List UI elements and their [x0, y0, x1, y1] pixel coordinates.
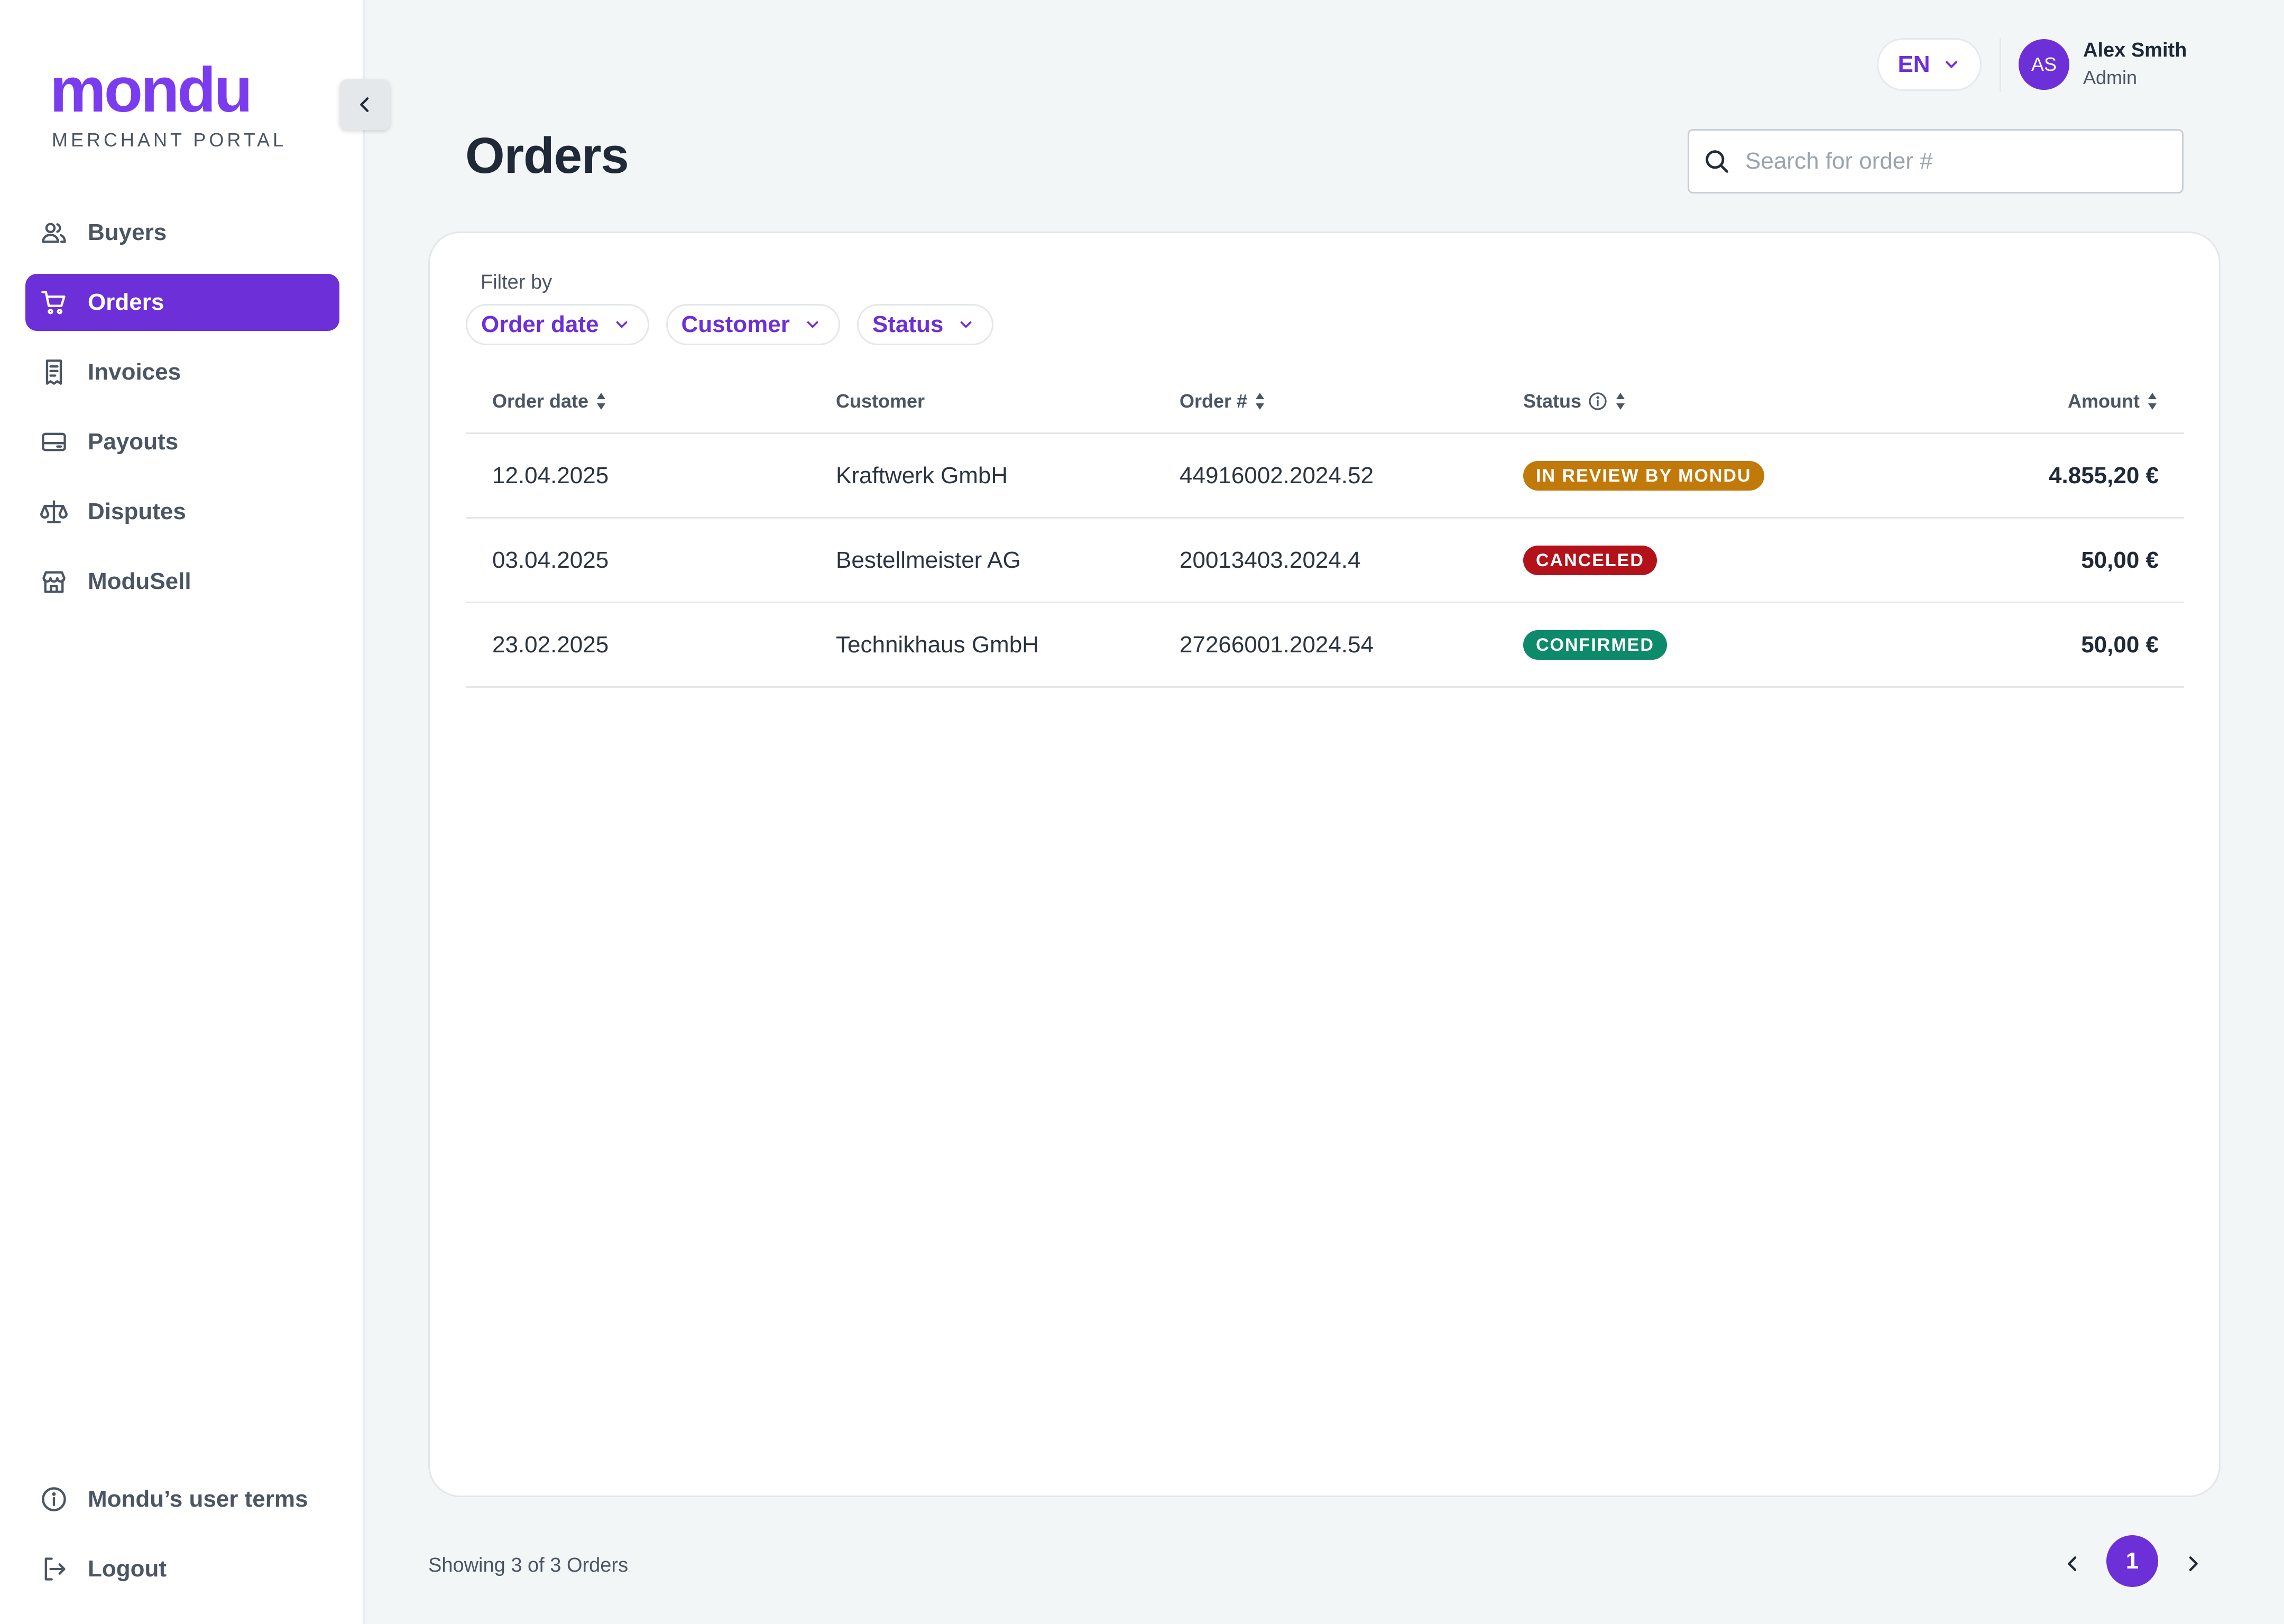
chevron-down-icon [807, 321, 818, 328]
sidebar-item-label: ModuSell [88, 568, 191, 594]
header-divider [2000, 38, 2001, 92]
column-header-customer: Customer [809, 390, 1153, 412]
order-date-cell: 23.02.2025 [492, 631, 609, 658]
sidebar-item-disputes[interactable]: Disputes [25, 483, 339, 540]
status-badge: CONFIRMED [1523, 630, 1667, 660]
column-header-order-number[interactable]: Order # [1153, 390, 1497, 412]
avatar[interactable]: AS [2019, 39, 2069, 90]
column-header-label: Status [1523, 390, 1582, 412]
logo-wordmark: mondu [50, 54, 253, 125]
status-badge: CANCELED [1523, 545, 1657, 575]
chevron-right-icon [2189, 1556, 2198, 1571]
sidebar-item-label: Disputes [88, 499, 186, 524]
page-title: Orders [465, 127, 629, 184]
customer-cell: Kraftwerk GmbH [836, 462, 1008, 488]
column-header-label: Amount [2068, 390, 2140, 412]
order-date-cell: 12.04.2025 [492, 462, 609, 488]
previous-page-button[interactable] [2051, 1543, 2094, 1585]
sidebar-item-label: Buyers [88, 219, 167, 245]
customer-cell: Bestellmeister AG [836, 547, 1021, 573]
sort-icon [1256, 392, 1265, 410]
customer-cell: Technikhaus GmbH [836, 631, 1039, 658]
sidebar-item-label: Orders [88, 289, 164, 315]
user-role: Admin [2083, 67, 2138, 88]
table-row[interactable]: 12.04.2025 Kraftwerk GmbH 44916002.2024.… [466, 434, 2184, 519]
store-icon [38, 566, 70, 597]
collapse-sidebar-button[interactable] [339, 79, 390, 130]
wallet-icon [38, 426, 70, 458]
sidebar-item-orders[interactable]: Orders [25, 274, 339, 331]
sidebar-item-invoices[interactable]: Invoices [25, 344, 339, 401]
column-header-label: Customer [836, 390, 925, 412]
status-cell: IN REVIEW BY MONDU [1497, 460, 1840, 491]
results-count: Showing 3 of 3 Orders [428, 1554, 629, 1576]
amount-cell: 50,00 € [2081, 631, 2159, 658]
status-cell: CONFIRMED [1497, 630, 1840, 660]
amount-cell: 4.855,20 € [2049, 462, 2159, 488]
status-badge: IN REVIEW BY MONDU [1523, 460, 1764, 491]
filter-customer[interactable]: Customer [666, 304, 840, 345]
chevron-down-icon [1945, 61, 1957, 68]
logout-label: Logout [88, 1556, 167, 1582]
invoice-icon [38, 356, 70, 388]
filter-chip-label: Order date [481, 311, 599, 337]
order-number-cell: 27266001.2024.54 [1180, 631, 1374, 658]
filter-chip-label: Customer [681, 311, 790, 337]
filter-order-date[interactable]: Order date [466, 304, 649, 345]
logout-button[interactable]: Logout [25, 1540, 339, 1598]
logout-icon [38, 1553, 70, 1585]
page-number-button[interactable]: 1 [2106, 1535, 2158, 1587]
chevron-down-icon [616, 321, 627, 328]
order-date-cell: 03.04.2025 [492, 547, 609, 573]
sidebar-bottom-nav: Mondu’s user terms Logout [25, 1471, 339, 1610]
language-label: EN [1898, 51, 1930, 77]
chevron-down-icon [961, 321, 972, 328]
sidebar: mondu MERCHANT PORTAL Buyers Orders Invo… [0, 0, 365, 1624]
orders-card: Filter by Order date Customer Status Ord… [428, 232, 2221, 1497]
search-box [1688, 129, 2184, 193]
sidebar-item-buyers[interactable]: Buyers [25, 204, 339, 261]
status-cell: CANCELED [1497, 545, 1840, 575]
sidebar-item-label: Payouts [88, 429, 179, 455]
sidebar-nav: Buyers Orders Invoices Payouts Disputes [25, 204, 339, 623]
order-number-cell: 20013403.2024.4 [1180, 547, 1361, 573]
cart-icon [38, 287, 70, 318]
sidebar-item-mondusell[interactable]: ModuSell [25, 553, 339, 610]
language-selector[interactable]: EN [1877, 38, 1982, 91]
column-header-label: Order # [1180, 390, 1248, 412]
user-name: Alex Smith [2083, 39, 2187, 61]
filter-label: Filter by [481, 271, 552, 293]
info-icon[interactable] [1588, 391, 1608, 411]
sort-icon [1616, 392, 1625, 410]
info-icon [38, 1483, 70, 1515]
sort-icon [597, 392, 606, 410]
chevron-left-icon [360, 97, 369, 112]
filter-chips: Order date Customer Status [466, 304, 1010, 345]
orders-table: Order date Customer Order # Status Amoun… [466, 370, 2184, 688]
scale-icon [38, 496, 70, 528]
user-terms-label: Mondu’s user terms [88, 1486, 308, 1512]
amount-cell: 50,00 € [2081, 547, 2159, 573]
next-page-button[interactable] [2172, 1543, 2214, 1585]
users-icon [38, 217, 70, 248]
filter-status[interactable]: Status [856, 304, 994, 345]
filter-chip-label: Status [872, 311, 944, 337]
column-header-amount[interactable]: Amount [1840, 390, 2184, 412]
column-header-status[interactable]: Status [1497, 390, 1840, 412]
search-input[interactable] [1745, 148, 2158, 174]
sidebar-item-label: Invoices [88, 359, 181, 385]
table-header: Order date Customer Order # Status Amoun… [466, 370, 2184, 434]
search-icon [1706, 150, 1728, 173]
mondu-logo[interactable]: mondu MERCHANT PORTAL [50, 58, 287, 151]
logo-subtitle: MERCHANT PORTAL [52, 129, 287, 151]
table-row[interactable]: 03.04.2025 Bestellmeister AG 20013403.20… [466, 519, 2184, 603]
chevron-left-icon [2068, 1556, 2077, 1571]
sidebar-item-payouts[interactable]: Payouts [25, 413, 339, 470]
column-header-order-date[interactable]: Order date [466, 390, 809, 412]
table-row[interactable]: 23.02.2025 Technikhaus GmbH 27266001.202… [466, 603, 2184, 688]
sort-icon [2148, 392, 2157, 410]
user-terms-link[interactable]: Mondu’s user terms [25, 1471, 339, 1528]
column-header-label: Order date [492, 390, 589, 412]
order-number-cell: 44916002.2024.52 [1180, 462, 1374, 488]
